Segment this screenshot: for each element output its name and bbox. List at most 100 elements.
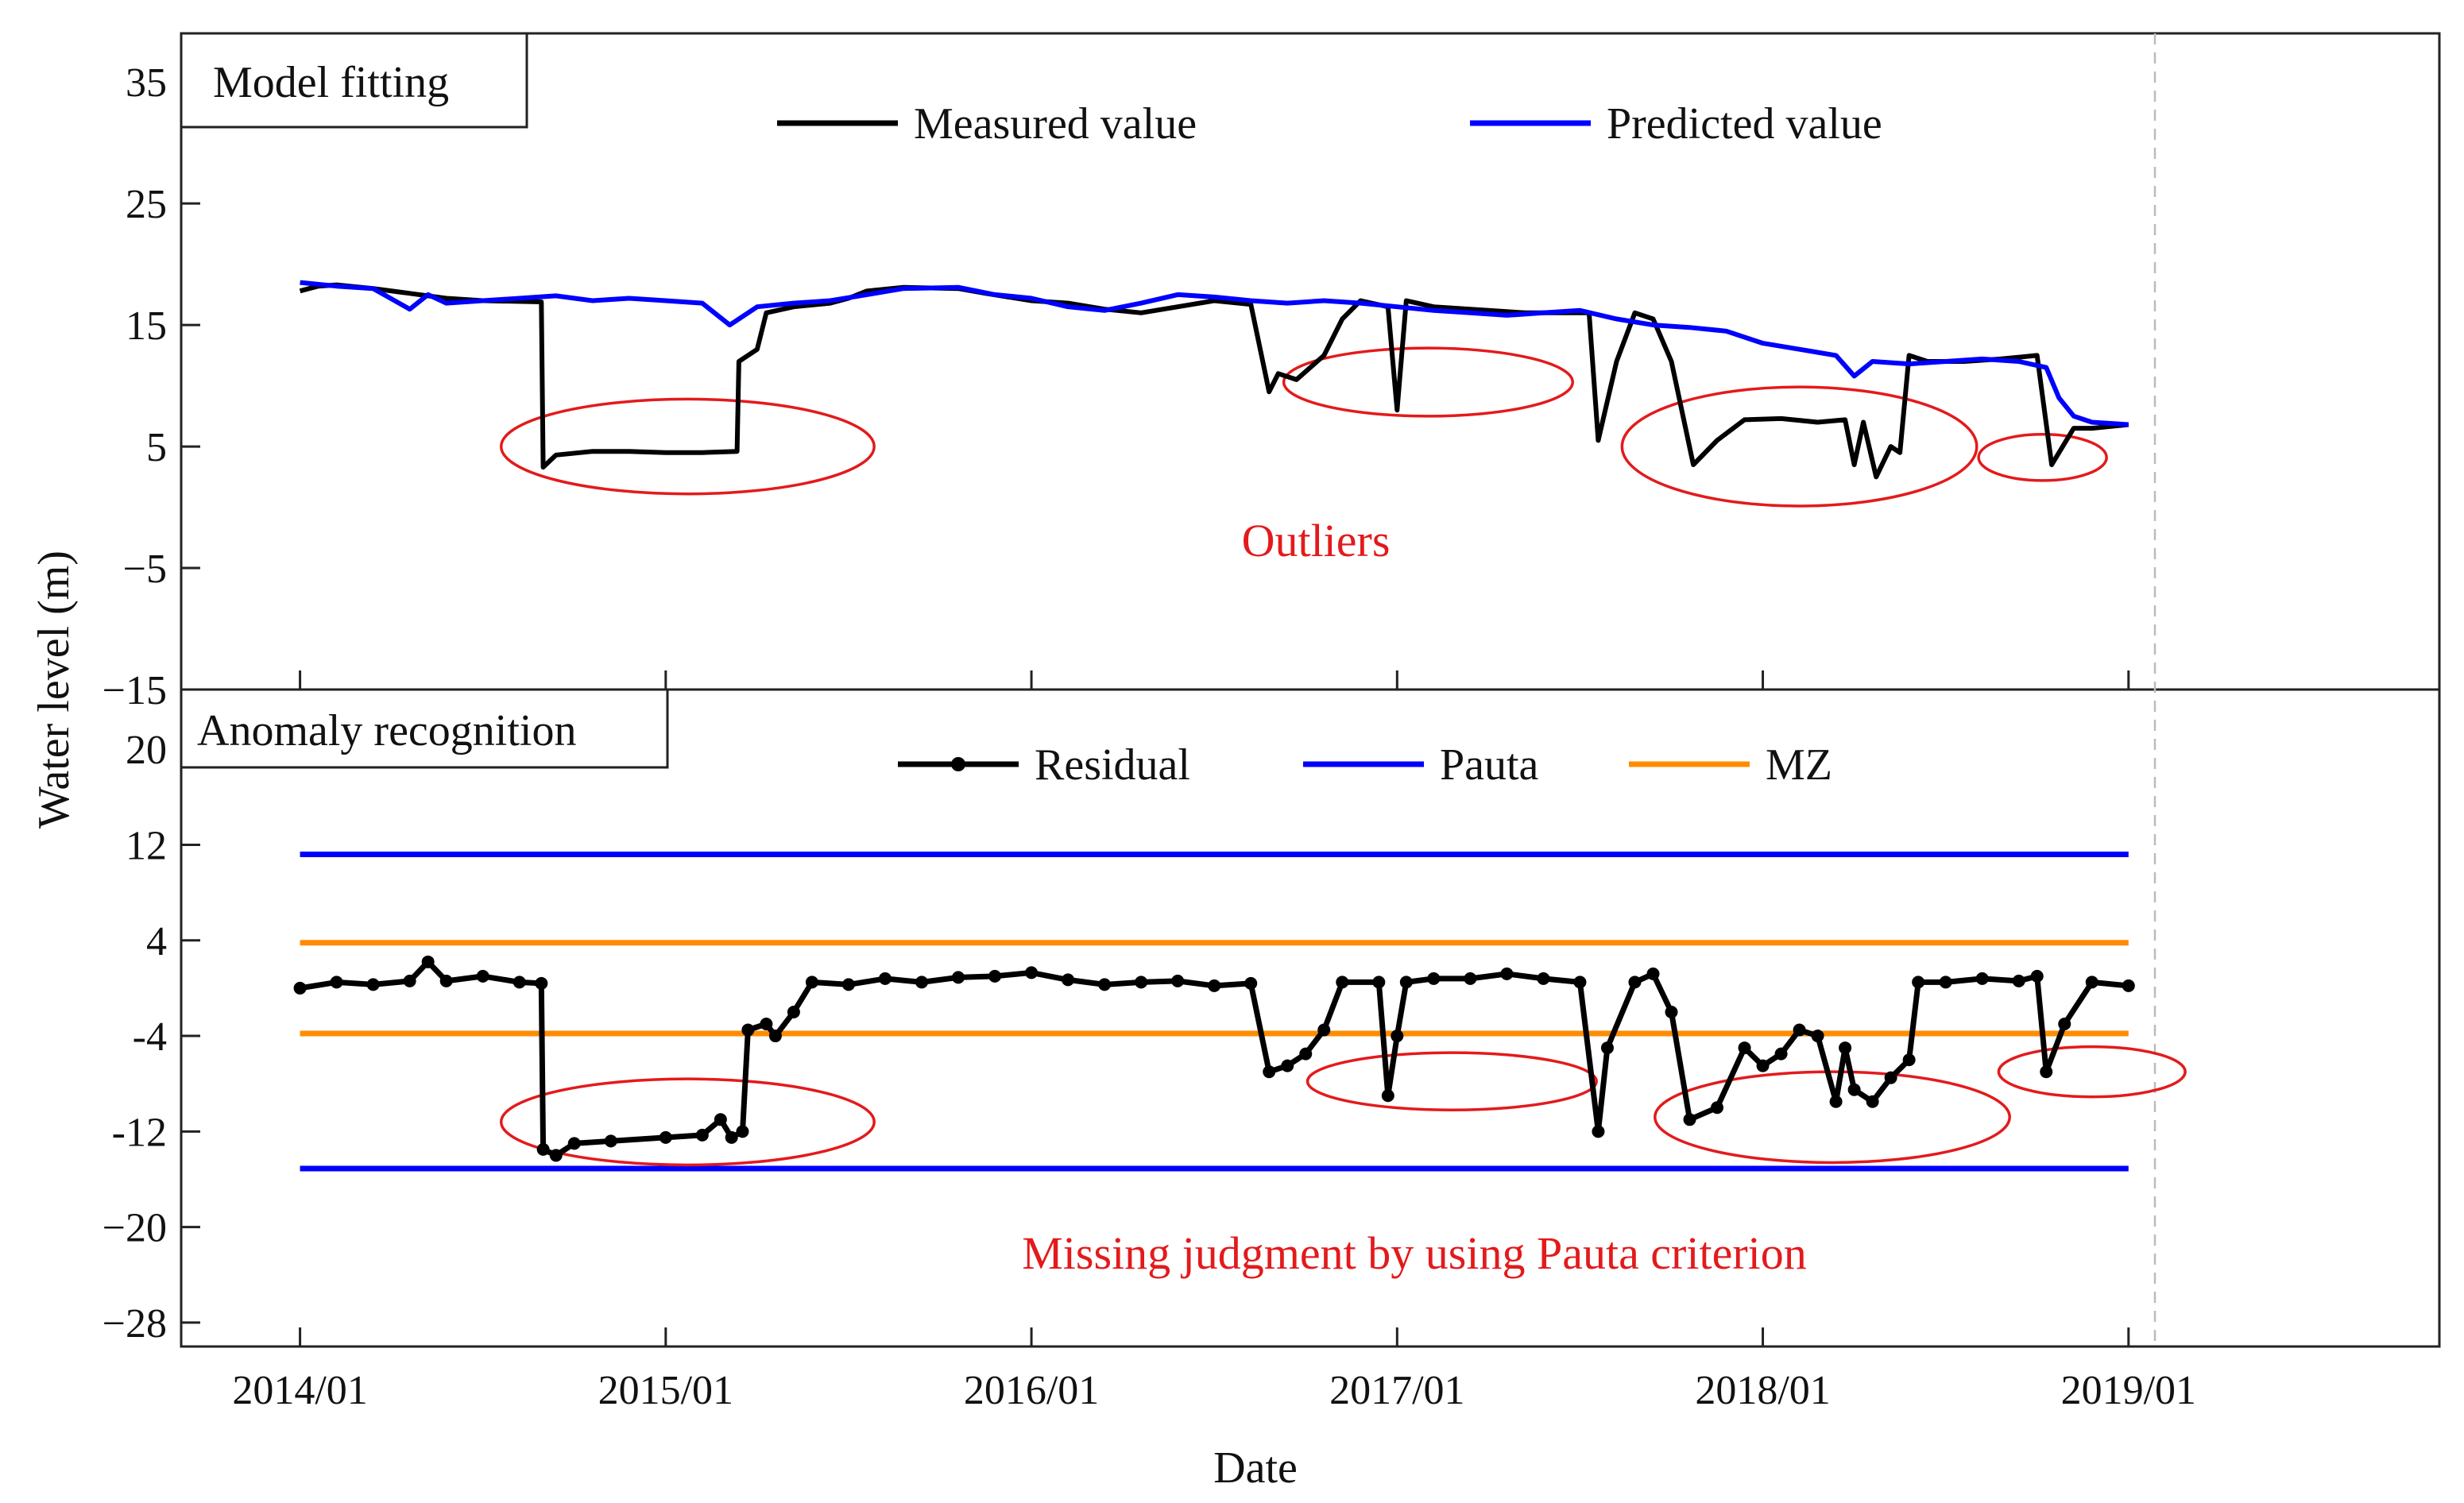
residual-point-7 bbox=[476, 969, 489, 983]
outlier-ellipse-bottom-1 bbox=[499, 1077, 876, 1167]
residual-point-46 bbox=[1464, 972, 1477, 985]
legend-label-measured: Measured value bbox=[914, 99, 1197, 149]
outlier-ellipse-top-2 bbox=[1282, 346, 1574, 418]
residual-point-28 bbox=[988, 969, 1002, 983]
xtick-label-3: 2016/01 bbox=[964, 1368, 1099, 1413]
bottom-residual-line bbox=[300, 959, 2129, 1158]
bottom-residual-markers bbox=[293, 955, 2135, 1162]
legend-label-residual: Residual bbox=[1035, 740, 1190, 790]
outliers-annotation: Outliers bbox=[1242, 515, 1391, 566]
residual-point-36 bbox=[1263, 1065, 1276, 1079]
y-axis-title: Water level (m) bbox=[29, 551, 79, 829]
top-legend: Measured value Predicted value bbox=[777, 99, 1882, 149]
residual-point-53 bbox=[1646, 967, 1660, 980]
residual-point-74 bbox=[2058, 1018, 2071, 1031]
bottom-y-axis: 20 12 4 -4 -12 −20 −28 bbox=[103, 728, 200, 1347]
residual-point-6 bbox=[439, 974, 453, 987]
residual-point-40 bbox=[1336, 976, 1349, 989]
residual-point-12 bbox=[567, 1137, 581, 1150]
residual-point-16 bbox=[714, 1113, 727, 1126]
legend-marker-residual bbox=[951, 757, 965, 771]
residual-point-50 bbox=[1592, 1125, 1605, 1138]
residual-point-55 bbox=[1683, 1113, 1696, 1126]
residual-point-1 bbox=[293, 981, 307, 995]
top-ytick-label-3: 15 bbox=[126, 303, 167, 349]
bottom-panel-title: Anomaly recognition bbox=[197, 706, 576, 755]
residual-point-52 bbox=[1628, 976, 1642, 989]
residual-point-63 bbox=[1839, 1041, 1852, 1055]
outlier-ellipse-bottom-3 bbox=[1654, 1070, 2011, 1165]
top-title-box: Model fitting bbox=[180, 32, 528, 129]
residual-point-19 bbox=[741, 1023, 755, 1037]
residual-point-47 bbox=[1500, 967, 1514, 980]
x-axis-title: Date bbox=[1213, 1443, 1298, 1493]
bottom-ytick-label-5: -12 bbox=[112, 1110, 167, 1155]
residual-point-2 bbox=[330, 976, 343, 989]
residual-point-59 bbox=[1774, 1047, 1788, 1061]
bottom-ytick-label-7: −28 bbox=[103, 1301, 167, 1347]
top-panel-title: Model fitting bbox=[213, 58, 449, 107]
residual-point-64 bbox=[1847, 1083, 1861, 1096]
residual-point-32 bbox=[1135, 976, 1148, 989]
bottom-ytick-label-4: -4 bbox=[133, 1014, 167, 1060]
top-y-axis: 35 25 15 5 −5 −15 bbox=[103, 60, 200, 713]
top-measured-line bbox=[299, 282, 2129, 480]
residual-point-60 bbox=[1793, 1023, 1806, 1037]
top-outlier-ellipses bbox=[499, 346, 2108, 508]
residual-point-43 bbox=[1391, 1030, 1404, 1043]
residual-point-48 bbox=[1537, 972, 1550, 985]
bottom-threshold-lines bbox=[300, 852, 2129, 1172]
residual-point-8 bbox=[513, 976, 526, 989]
residual-point-35 bbox=[1244, 976, 1258, 990]
residual-point-49 bbox=[1573, 976, 1587, 989]
residual-point-69 bbox=[1939, 976, 1952, 989]
legend-label-pauta: Pauta bbox=[1440, 740, 1539, 790]
residual-point-29 bbox=[1025, 966, 1039, 979]
residual-point-21 bbox=[768, 1030, 782, 1043]
residual-point-13 bbox=[604, 1134, 617, 1148]
residual-point-26 bbox=[915, 976, 928, 989]
residual-point-34 bbox=[1208, 979, 1221, 992]
residual-point-73 bbox=[2040, 1065, 2053, 1079]
residual-point-9 bbox=[535, 976, 548, 990]
residual-point-4 bbox=[403, 974, 416, 987]
residual-point-70 bbox=[1975, 972, 1989, 985]
residual-point-67 bbox=[1902, 1053, 1916, 1067]
residual-point-42 bbox=[1381, 1089, 1394, 1103]
legend-label-predicted: Predicted value bbox=[1607, 99, 1882, 149]
bottom-ytick-label-3: 4 bbox=[146, 919, 167, 964]
residual-point-45 bbox=[1427, 972, 1441, 985]
xtick-label-4: 2017/01 bbox=[1329, 1368, 1464, 1413]
bottom-panel-frame bbox=[180, 688, 2441, 1348]
xtick-label-5: 2018/01 bbox=[1695, 1368, 1830, 1413]
top-ytick-label-1: 35 bbox=[126, 60, 167, 106]
residual-point-22 bbox=[787, 1005, 800, 1018]
residual-point-61 bbox=[1811, 1030, 1824, 1043]
residual-point-30 bbox=[1062, 973, 1075, 987]
residual-point-65 bbox=[1866, 1095, 1879, 1108]
outlier-ellipse-top-4 bbox=[1977, 433, 2108, 482]
residual-point-10 bbox=[536, 1142, 550, 1156]
top-ytick-label-5: −5 bbox=[123, 547, 167, 592]
pauta-missing-annotation: Missing judgment by using Pauta criterio… bbox=[1022, 1227, 1807, 1279]
residual-point-41 bbox=[1372, 976, 1386, 989]
residual-point-11 bbox=[549, 1149, 563, 1162]
residual-point-72 bbox=[2030, 969, 2044, 983]
residual-point-68 bbox=[1912, 976, 1925, 989]
residual-point-71 bbox=[2012, 974, 2025, 987]
xtick-label-2: 2015/01 bbox=[598, 1368, 733, 1413]
residual-point-76 bbox=[2122, 979, 2135, 992]
x-axis: 2014/01 2015/01 2016/01 2017/01 2018/01 2019/… bbox=[232, 670, 2196, 1413]
residual-point-23 bbox=[805, 976, 818, 989]
residual-point-51 bbox=[1600, 1041, 1614, 1055]
residual-point-54 bbox=[1665, 1005, 1678, 1018]
residual-point-25 bbox=[878, 972, 892, 985]
top-ytick-label-4: 5 bbox=[146, 425, 167, 470]
bottom-ytick-label-2: 12 bbox=[126, 823, 167, 868]
residual-point-56 bbox=[1711, 1101, 1724, 1115]
residual-point-75 bbox=[2085, 976, 2098, 989]
residual-point-62 bbox=[1829, 1095, 1843, 1108]
residual-point-66 bbox=[1884, 1071, 1897, 1084]
xtick-label-1: 2014/01 bbox=[232, 1368, 367, 1413]
